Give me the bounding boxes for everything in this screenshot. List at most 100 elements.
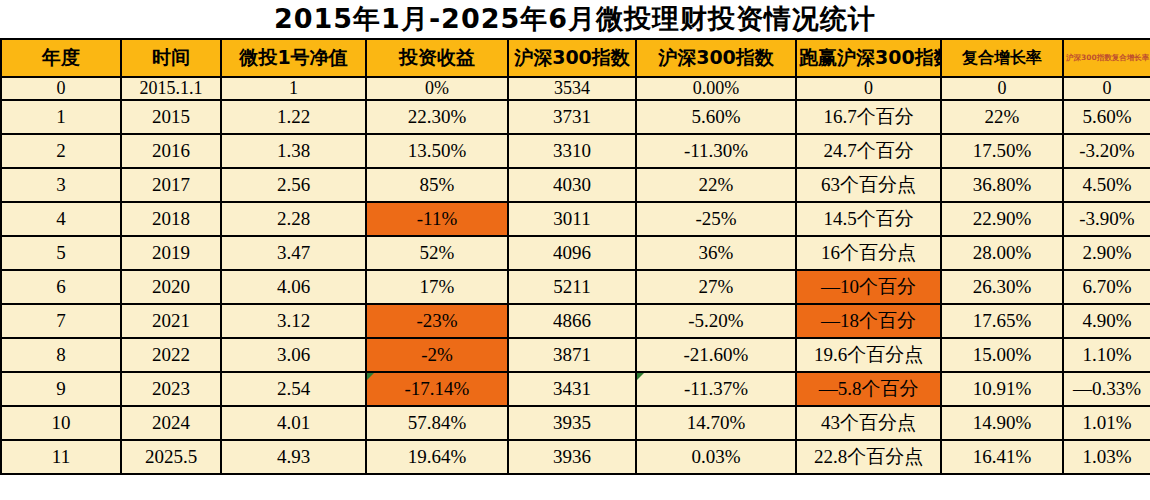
table-cell-r10-c4: 3935 bbox=[508, 406, 636, 440]
table-cell-r9-c3: -17.14% bbox=[366, 372, 508, 406]
table-cell-r7-c2: 3.12 bbox=[221, 304, 366, 338]
table-cell-r10-c1: 2024 bbox=[121, 406, 221, 440]
table-cell-r0-c3: 0% bbox=[366, 77, 508, 100]
table-cell-r11-c2: 4.93 bbox=[221, 440, 366, 474]
table-cell-r2-c7: 17.50% bbox=[941, 134, 1063, 168]
table-cell-r9-c6: —5.8个百分 bbox=[796, 372, 941, 406]
table-cell-r4-c5: -25% bbox=[636, 202, 796, 236]
table-row-8: 820223.06-2%3871-21.60%19.6个百分点15.00%1.1… bbox=[1, 338, 1150, 372]
table-row-4: 420182.28-11%3011-25%14.5个百分22.90%-3.90% bbox=[1, 202, 1150, 236]
table-cell-r1-c2: 1.22 bbox=[221, 100, 366, 134]
table-cell-r5-c7: 28.00% bbox=[941, 236, 1063, 270]
spreadsheet-page: 2015年1月-2025年6月微投理财投资情况统计 年度时间微投1号净值投资收益… bbox=[0, 0, 1150, 500]
table-cell-r2-c1: 2016 bbox=[121, 134, 221, 168]
table-cell-r0-c0: 0 bbox=[1, 77, 121, 100]
table-cell-r0-c4: 3534 bbox=[508, 77, 636, 100]
table-cell-r11-c6: 22.8个百分点 bbox=[796, 440, 941, 474]
table-cell-r11-c3: 19.64% bbox=[366, 440, 508, 474]
title-bar: 2015年1月-2025年6月微投理财投资情况统计 bbox=[0, 0, 1150, 38]
table-cell-r2-c2: 1.38 bbox=[221, 134, 366, 168]
table-cell-r3-c7: 36.80% bbox=[941, 168, 1063, 202]
table-cell-r6-c5: 27% bbox=[636, 270, 796, 304]
table-cell-r7-c0: 7 bbox=[1, 304, 121, 338]
table-cell-r4-c4: 3011 bbox=[508, 202, 636, 236]
table-cell-r0-c2: 1 bbox=[221, 77, 366, 100]
table-cell-r11-c4: 3936 bbox=[508, 440, 636, 474]
table-cell-r5-c4: 4096 bbox=[508, 236, 636, 270]
table-row-7: 720213.12-23%4866-5.20%—18个百分17.65%4.90% bbox=[1, 304, 1150, 338]
table-cell-r9-c8: —0.33% bbox=[1063, 372, 1150, 406]
header-cell-5: 沪深300指数 bbox=[636, 39, 796, 77]
table-cell-r5-c0: 5 bbox=[1, 236, 121, 270]
table-row-6: 620204.0617%521127%—10个百分26.30%6.70% bbox=[1, 270, 1150, 304]
table-cell-r2-c8: -3.20% bbox=[1063, 134, 1150, 168]
table-cell-r6-c7: 26.30% bbox=[941, 270, 1063, 304]
table-row-11: 112025.54.9319.64%39360.03%22.8个百分点16.41… bbox=[1, 440, 1150, 474]
table-cell-r10-c0: 10 bbox=[1, 406, 121, 440]
table-cell-r11-c5: 0.03% bbox=[636, 440, 796, 474]
table-cell-r2-c4: 3310 bbox=[508, 134, 636, 168]
table-cell-r3-c6: 63个百分点 bbox=[796, 168, 941, 202]
table-cell-r5-c3: 52% bbox=[366, 236, 508, 270]
table-cell-r7-c7: 17.65% bbox=[941, 304, 1063, 338]
table-cell-r1-c7: 22% bbox=[941, 100, 1063, 134]
table-cell-r5-c2: 3.47 bbox=[221, 236, 366, 270]
table-cell-r4-c3: -11% bbox=[366, 202, 508, 236]
table-cell-r9-c2: 2.54 bbox=[221, 372, 366, 406]
table-row-3: 320172.5685%403022%63个百分点36.80%4.50% bbox=[1, 168, 1150, 202]
table-cell-r8-c7: 15.00% bbox=[941, 338, 1063, 372]
table-cell-r7-c1: 2021 bbox=[121, 304, 221, 338]
table-cell-r3-c0: 3 bbox=[1, 168, 121, 202]
table-cell-r8-c1: 2022 bbox=[121, 338, 221, 372]
table-cell-r1-c8: 5.60% bbox=[1063, 100, 1150, 134]
header-cell-3: 投资收益 bbox=[366, 39, 508, 77]
table-cell-r3-c1: 2017 bbox=[121, 168, 221, 202]
header-cell-7: 复合增长率 bbox=[941, 39, 1063, 77]
table-cell-r0-c6: 0 bbox=[796, 77, 941, 100]
table-cell-r6-c4: 5211 bbox=[508, 270, 636, 304]
table-cell-r7-c8: 4.90% bbox=[1063, 304, 1150, 338]
table-cell-r2-c3: 13.50% bbox=[366, 134, 508, 168]
table-cell-r11-c7: 16.41% bbox=[941, 440, 1063, 474]
table-cell-r3-c8: 4.50% bbox=[1063, 168, 1150, 202]
table-cell-r0-c7: 0 bbox=[941, 77, 1063, 100]
table-row-2: 220161.3813.50%3310-11.30%24.7个百分17.50%-… bbox=[1, 134, 1150, 168]
table-cell-r8-c2: 3.06 bbox=[221, 338, 366, 372]
table-cell-r7-c5: -5.20% bbox=[636, 304, 796, 338]
header-cell-8: 沪深300指数复合增长率 bbox=[1063, 39, 1150, 77]
table-cell-r8-c3: -2% bbox=[366, 338, 508, 372]
table-cell-r6-c1: 2020 bbox=[121, 270, 221, 304]
header-cell-6: 跑赢沪深300指数 bbox=[796, 39, 941, 77]
table-cell-r1-c6: 16.7个百分 bbox=[796, 100, 941, 134]
table-cell-r8-c4: 3871 bbox=[508, 338, 636, 372]
table-cell-r0-c8: 0 bbox=[1063, 77, 1150, 100]
table-cell-r6-c3: 17% bbox=[366, 270, 508, 304]
table-row-9: 920232.54-17.14%3431-11.37%—5.8个百分10.91%… bbox=[1, 372, 1150, 406]
table-cell-r7-c6: —18个百分 bbox=[796, 304, 941, 338]
table-cell-r6-c6: —10个百分 bbox=[796, 270, 941, 304]
table-cell-r10-c8: 1.01% bbox=[1063, 406, 1150, 440]
header-row: 年度时间微投1号净值投资收益沪深300指数沪深300指数跑赢沪深300指数复合增… bbox=[1, 39, 1150, 77]
table-cell-r3-c4: 4030 bbox=[508, 168, 636, 202]
table-cell-r2-c0: 2 bbox=[1, 134, 121, 168]
table-cell-r10-c7: 14.90% bbox=[941, 406, 1063, 440]
table-cell-r1-c5: 5.60% bbox=[636, 100, 796, 134]
table-cell-r6-c0: 6 bbox=[1, 270, 121, 304]
table-row-0: 02015.1.110%35340.00%000 bbox=[1, 77, 1150, 100]
table-cell-r4-c7: 22.90% bbox=[941, 202, 1063, 236]
table-cell-r8-c0: 8 bbox=[1, 338, 121, 372]
table-cell-r2-c6: 24.7个百分 bbox=[796, 134, 941, 168]
table-cell-r3-c3: 85% bbox=[366, 168, 508, 202]
table-cell-r4-c2: 2.28 bbox=[221, 202, 366, 236]
table-cell-r10-c2: 4.01 bbox=[221, 406, 366, 440]
table-cell-r3-c2: 2.56 bbox=[221, 168, 366, 202]
table-cell-r5-c8: 2.90% bbox=[1063, 236, 1150, 270]
table-cell-r11-c0: 11 bbox=[1, 440, 121, 474]
table-cell-r10-c5: 14.70% bbox=[636, 406, 796, 440]
table-cell-r3-c5: 22% bbox=[636, 168, 796, 202]
table-cell-r9-c4: 3431 bbox=[508, 372, 636, 406]
table-cell-r5-c1: 2019 bbox=[121, 236, 221, 270]
table-cell-r6-c8: 6.70% bbox=[1063, 270, 1150, 304]
stats-table: 年度时间微投1号净值投资收益沪深300指数沪深300指数跑赢沪深300指数复合增… bbox=[0, 38, 1150, 475]
table-cell-r4-c0: 4 bbox=[1, 202, 121, 236]
